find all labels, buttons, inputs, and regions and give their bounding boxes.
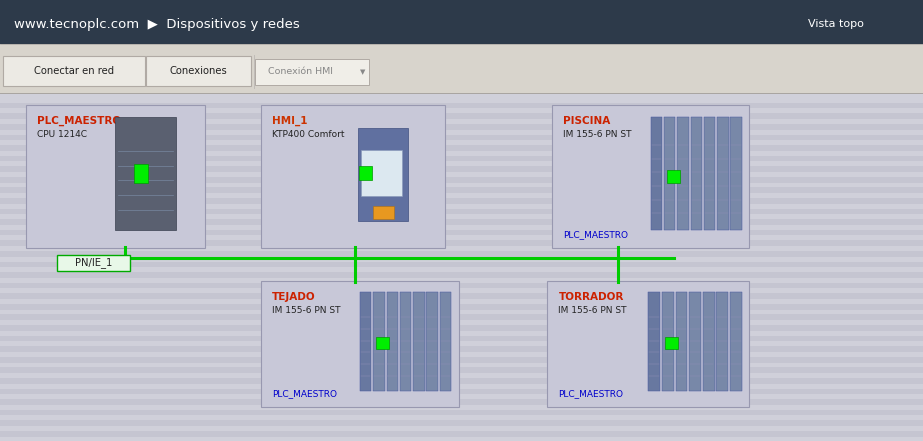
Bar: [0, 166, 923, 172]
Text: Conexión HMI: Conexión HMI: [269, 67, 333, 76]
Bar: [0, 346, 923, 352]
Text: www.tecnoplc.com  ▶  Dispositivos y redes: www.tecnoplc.com ▶ Dispositivos y redes: [14, 18, 300, 31]
Bar: [115, 117, 176, 230]
Bar: [717, 117, 728, 230]
Bar: [0, 124, 923, 130]
Bar: [0, 410, 923, 415]
Bar: [0, 251, 923, 257]
Bar: [677, 117, 689, 230]
Bar: [0, 113, 923, 119]
Bar: [0, 431, 923, 437]
Text: HMI_1: HMI_1: [272, 116, 307, 126]
Bar: [676, 292, 688, 391]
Bar: [716, 292, 728, 391]
Text: PLC_MAESTRO: PLC_MAESTRO: [272, 389, 337, 398]
Bar: [376, 337, 389, 349]
Bar: [666, 170, 679, 183]
Bar: [426, 292, 438, 391]
FancyBboxPatch shape: [146, 56, 251, 86]
Bar: [400, 292, 412, 391]
Bar: [361, 150, 402, 196]
Text: IM 155-6 PN ST: IM 155-6 PN ST: [272, 306, 341, 315]
FancyBboxPatch shape: [261, 105, 445, 248]
Bar: [358, 166, 372, 180]
FancyBboxPatch shape: [3, 56, 145, 86]
FancyBboxPatch shape: [261, 281, 459, 407]
Bar: [0, 209, 923, 214]
Bar: [0, 219, 923, 225]
Bar: [373, 206, 393, 219]
Bar: [439, 292, 451, 391]
Text: Conexiones: Conexiones: [170, 66, 227, 76]
Bar: [0, 187, 923, 193]
Text: ▼: ▼: [360, 69, 366, 75]
Text: PLC_MAESTRO: PLC_MAESTRO: [558, 389, 623, 398]
Text: Conectar en red: Conectar en red: [34, 66, 114, 76]
Bar: [0, 272, 923, 278]
Text: PN/IE_1: PN/IE_1: [75, 258, 112, 268]
Bar: [0, 357, 923, 363]
Bar: [414, 292, 425, 391]
Bar: [0, 145, 923, 151]
Bar: [0, 420, 923, 426]
Text: IM 155-6 PN ST: IM 155-6 PN ST: [558, 306, 627, 315]
Text: CPU 1214C: CPU 1214C: [37, 130, 87, 139]
Bar: [0, 198, 923, 204]
Text: Vista topo: Vista topo: [808, 19, 864, 29]
Text: TORRADOR: TORRADOR: [558, 292, 624, 302]
Bar: [0, 103, 923, 108]
Bar: [0, 336, 923, 341]
Text: PLC_MAESTRO: PLC_MAESTRO: [563, 230, 628, 239]
FancyBboxPatch shape: [26, 105, 205, 248]
Bar: [0, 135, 923, 140]
Bar: [0, 293, 923, 299]
Bar: [0, 0, 923, 44]
FancyBboxPatch shape: [255, 59, 369, 85]
Bar: [662, 292, 674, 391]
Bar: [0, 93, 923, 441]
Bar: [0, 304, 923, 310]
Bar: [360, 292, 371, 391]
Text: PLC_MAESTRO: PLC_MAESTRO: [37, 116, 121, 126]
FancyBboxPatch shape: [57, 255, 130, 271]
Bar: [0, 230, 923, 235]
Bar: [0, 177, 923, 183]
Bar: [373, 292, 385, 391]
Bar: [0, 378, 923, 384]
Bar: [0, 367, 923, 373]
Bar: [0, 325, 923, 331]
Bar: [665, 337, 677, 349]
Bar: [0, 262, 923, 267]
Bar: [0, 44, 923, 93]
FancyBboxPatch shape: [547, 281, 749, 407]
Bar: [690, 117, 702, 230]
Text: PISCINA: PISCINA: [563, 116, 610, 126]
Bar: [357, 128, 408, 221]
Bar: [730, 292, 742, 391]
Bar: [664, 117, 676, 230]
Text: IM 155-6 PN ST: IM 155-6 PN ST: [563, 130, 631, 139]
Bar: [134, 164, 149, 183]
Text: TEJADO: TEJADO: [272, 292, 316, 302]
Bar: [0, 283, 923, 288]
Bar: [0, 389, 923, 394]
Bar: [702, 292, 714, 391]
Bar: [0, 156, 923, 161]
Bar: [730, 117, 742, 230]
FancyBboxPatch shape: [552, 105, 749, 248]
Bar: [387, 292, 398, 391]
Bar: [689, 292, 701, 391]
Bar: [648, 292, 660, 391]
Text: KTP400 Comfort: KTP400 Comfort: [272, 130, 345, 139]
Bar: [651, 117, 662, 230]
Bar: [0, 240, 923, 246]
Bar: [0, 314, 923, 320]
Bar: [0, 399, 923, 405]
Bar: [704, 117, 715, 230]
